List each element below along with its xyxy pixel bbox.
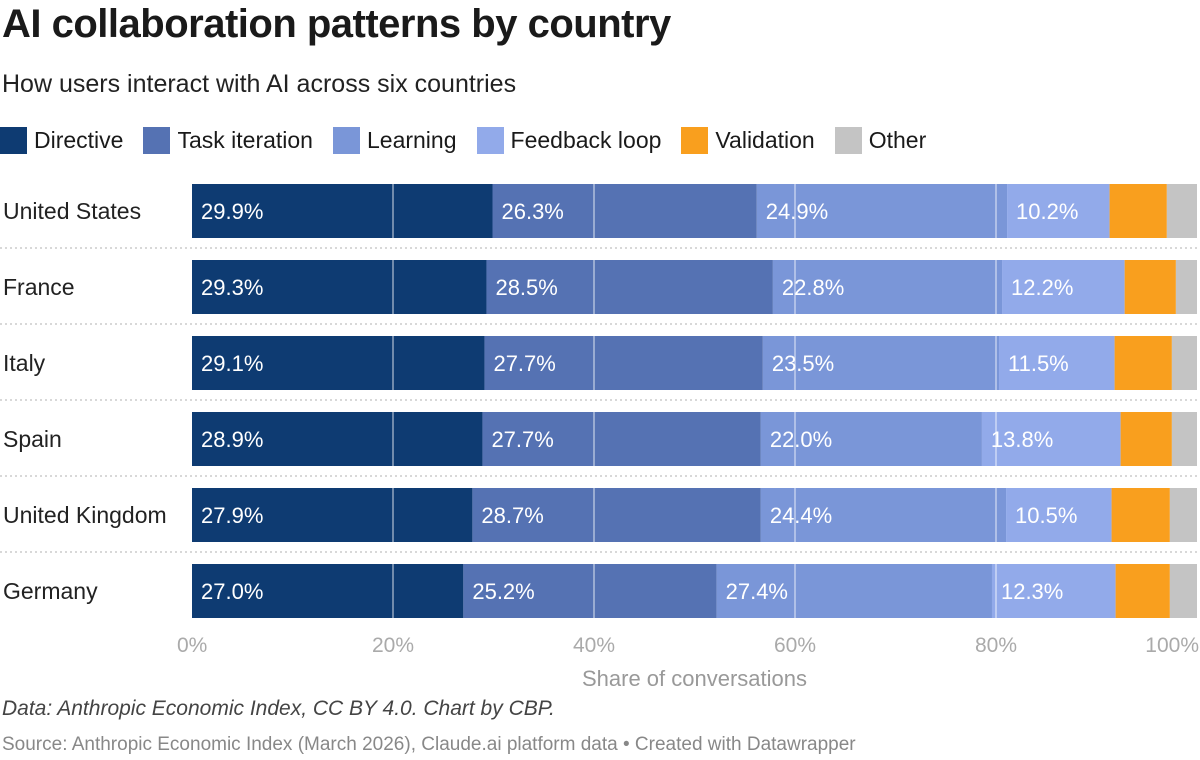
legend-label: Directive bbox=[34, 127, 124, 153]
bar-segment bbox=[492, 184, 757, 238]
legend-label: Feedback loop bbox=[510, 127, 662, 153]
bar-segment bbox=[1171, 412, 1197, 466]
data-label: 29.9% bbox=[201, 199, 263, 224]
legend-swatch bbox=[332, 127, 360, 154]
bar-segment bbox=[1166, 184, 1197, 238]
data-label: 22.8% bbox=[782, 275, 844, 300]
bar-segment bbox=[192, 260, 487, 314]
data-label: 25.2% bbox=[472, 579, 534, 604]
chart-subtitle: How users interact with AI across six co… bbox=[2, 70, 517, 98]
x-tick-label: 100% bbox=[1145, 634, 1199, 657]
legend-swatch bbox=[143, 127, 171, 154]
x-tick-label: 80% bbox=[975, 634, 1017, 657]
bar-segment bbox=[192, 336, 485, 390]
bar-segment bbox=[1111, 488, 1170, 542]
legend-label: Other bbox=[868, 127, 927, 153]
data-label: 10.5% bbox=[1015, 503, 1077, 528]
bar-segment bbox=[760, 412, 982, 466]
bar-segment bbox=[1007, 184, 1110, 238]
data-label: 27.9% bbox=[201, 503, 263, 528]
data-label: 29.3% bbox=[201, 275, 263, 300]
bar-segment bbox=[486, 260, 773, 314]
bar-segment bbox=[1115, 564, 1170, 618]
bar-segment bbox=[192, 564, 464, 618]
data-label: 12.3% bbox=[1001, 579, 1063, 604]
data-label: 22.0% bbox=[770, 427, 832, 452]
legend-label: Task iteration bbox=[177, 127, 313, 153]
data-label: 28.9% bbox=[201, 427, 263, 452]
x-axis-title: Share of conversations bbox=[582, 666, 807, 691]
data-label: 28.7% bbox=[481, 503, 543, 528]
x-tick-label: 0% bbox=[177, 634, 207, 657]
x-tick-label: 60% bbox=[774, 634, 816, 657]
data-label: 11.5% bbox=[1008, 351, 1069, 376]
bar-segment bbox=[762, 336, 1000, 390]
bar-segment bbox=[760, 488, 1007, 542]
data-label: 28.5% bbox=[495, 275, 557, 300]
legend-label: Learning bbox=[366, 127, 457, 153]
bar-segment bbox=[716, 564, 992, 618]
data-note: Data: Anthropic Economic Index, CC BY 4.… bbox=[2, 697, 555, 720]
bar-segment bbox=[1006, 488, 1112, 542]
bar-segment bbox=[192, 488, 473, 542]
bar-segment bbox=[1109, 184, 1167, 238]
legend-item: Learning bbox=[332, 127, 457, 154]
bar-segment bbox=[192, 184, 493, 238]
legend-swatch bbox=[476, 127, 504, 154]
bar-segment bbox=[482, 412, 761, 466]
bar-segment bbox=[192, 412, 483, 466]
category-label: Germany bbox=[3, 578, 98, 604]
category-label: United Kingdom bbox=[3, 502, 167, 528]
legend-item: Other bbox=[834, 127, 927, 154]
legend-item: Validation bbox=[681, 127, 815, 154]
data-label: 27.4% bbox=[726, 579, 788, 604]
legend-item: Feedback loop bbox=[476, 127, 662, 154]
category-label: Italy bbox=[3, 350, 46, 376]
bar-segment bbox=[1169, 488, 1197, 542]
bar-segment bbox=[1002, 260, 1125, 314]
bar-segment bbox=[1171, 336, 1197, 390]
legend-item: Directive bbox=[0, 127, 123, 154]
bar-segment bbox=[772, 260, 1003, 314]
category-label: France bbox=[3, 274, 75, 300]
data-label: 13.8% bbox=[991, 427, 1053, 452]
legend: Directive Task iteration Learning Feedback … bbox=[0, 127, 946, 154]
bar-segment bbox=[1114, 336, 1172, 390]
bar-segment bbox=[484, 336, 763, 390]
data-label: 26.3% bbox=[501, 199, 563, 224]
data-label: 10.2% bbox=[1016, 199, 1078, 224]
bar-segment bbox=[1124, 260, 1176, 314]
data-label: 27.0% bbox=[201, 579, 263, 604]
bar-segment bbox=[463, 564, 717, 618]
legend-item: Task iteration bbox=[143, 127, 313, 154]
bar-segment bbox=[1169, 564, 1197, 618]
chart-title: AI collaboration patterns by country bbox=[2, 2, 671, 46]
data-label: 24.9% bbox=[766, 199, 828, 224]
data-label: 12.2% bbox=[1011, 275, 1073, 300]
source-note: Source: Anthropic Economic Index (March … bbox=[2, 734, 856, 755]
x-tick-label: 40% bbox=[573, 634, 615, 657]
bar-segment bbox=[472, 488, 761, 542]
legend-swatch bbox=[834, 127, 862, 154]
category-label: Spain bbox=[3, 426, 62, 452]
bar-segment bbox=[1120, 412, 1172, 466]
legend-label: Validation bbox=[715, 127, 815, 153]
bar-segment bbox=[981, 412, 1121, 466]
category-label: United States bbox=[3, 198, 141, 224]
data-label: 29.1% bbox=[201, 351, 263, 376]
data-label: 27.7% bbox=[493, 351, 555, 376]
bar-segment bbox=[1175, 260, 1197, 314]
legend-swatch bbox=[681, 127, 709, 154]
bar-segment bbox=[999, 336, 1115, 390]
data-label: 24.4% bbox=[770, 503, 832, 528]
data-label: 27.7% bbox=[491, 427, 553, 452]
bar-segment bbox=[756, 184, 1008, 238]
bar-segment bbox=[991, 564, 1116, 618]
data-label: 23.5% bbox=[772, 351, 834, 376]
x-tick-label: 20% bbox=[372, 634, 414, 657]
legend-swatch bbox=[0, 127, 27, 154]
